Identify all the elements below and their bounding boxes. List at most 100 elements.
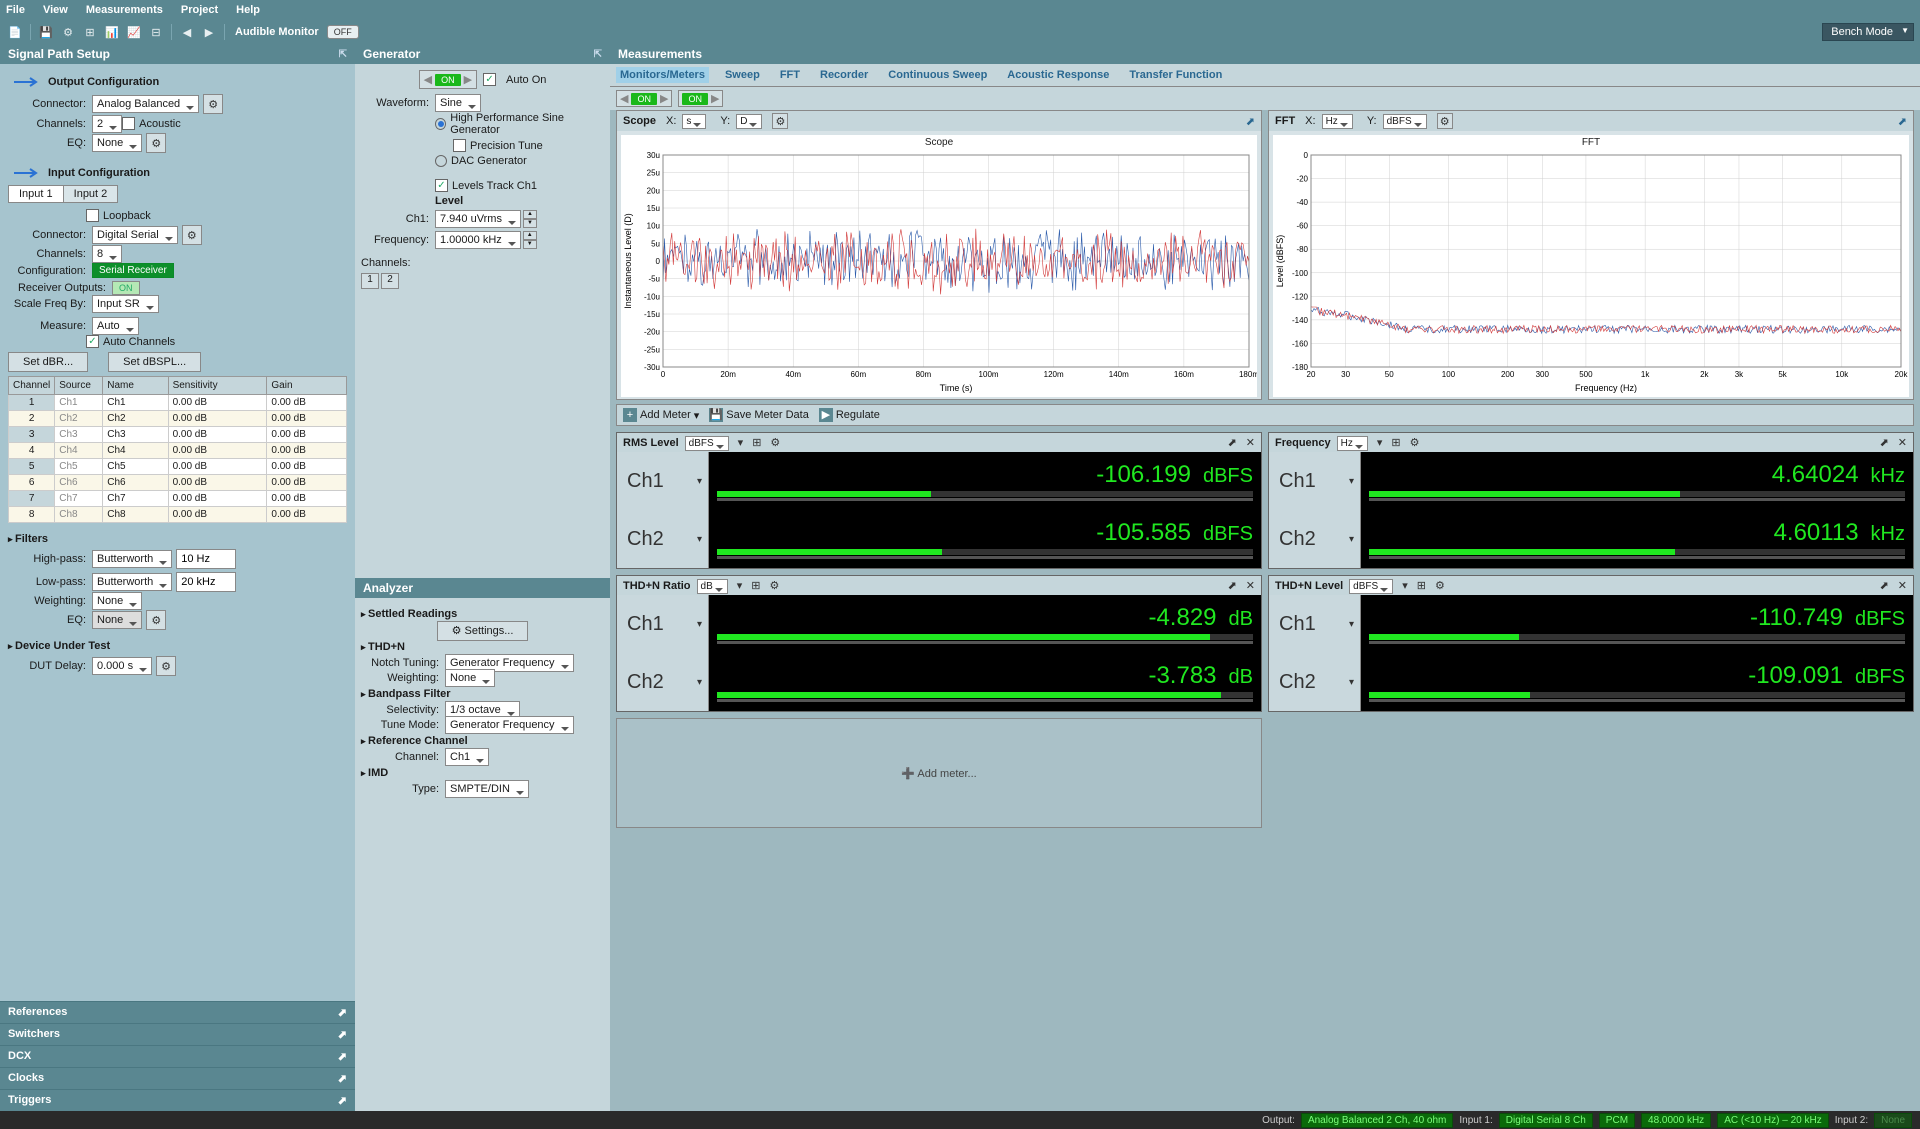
set-dbr-button[interactable]: Set dBR... [8, 352, 88, 372]
meter-unit-select[interactable]: dBFS [685, 436, 729, 451]
collapse-dcx[interactable]: DCX⬈ [0, 1045, 355, 1067]
scope-gear[interactable] [772, 113, 788, 129]
meter-close-icon[interactable]: ✕ [1898, 579, 1907, 592]
input1-tab[interactable]: Input 1 [8, 185, 64, 203]
scope-x-unit[interactable]: s [682, 114, 706, 129]
input2-tab[interactable]: Input 2 [63, 185, 119, 203]
fft-gear[interactable] [1437, 113, 1453, 129]
waveform-select[interactable]: Sine [435, 94, 481, 112]
meter-unit-select[interactable]: dB [697, 579, 728, 594]
tune-select[interactable]: Generator Frequency [445, 716, 574, 734]
bandpass-title[interactable]: Bandpass Filter [361, 688, 604, 700]
meter-grid-icon[interactable]: ⊞ [1417, 579, 1426, 592]
meter-ch-label[interactable]: Ch2 [1269, 510, 1361, 568]
meter-ch-label[interactable]: Ch1 [1269, 452, 1361, 510]
meter-gear-icon[interactable]: ⚙ [1410, 436, 1420, 449]
new-icon[interactable]: 📄 [6, 23, 24, 41]
settled-title[interactable]: Settled Readings [361, 608, 604, 620]
menu-file[interactable]: File [6, 4, 25, 16]
table-row[interactable]: 5Ch5Ch50.00 dB0.00 dB [9, 459, 347, 475]
menu-view[interactable]: View [43, 4, 68, 16]
meter-gear-icon[interactable]: ⚙ [770, 436, 780, 449]
input-channels-select[interactable]: 8 [92, 245, 122, 263]
dock-icon[interactable]: ⇱ [339, 49, 347, 60]
meter-gear-icon[interactable]: ⚙ [770, 579, 780, 592]
scope-chart[interactable]: 30u25u20u15u10u5u0-5u-10u-15u-20u-25u-30… [621, 150, 1257, 396]
lowpass-type-select[interactable]: Butterworth [92, 573, 172, 591]
hp-sine-radio[interactable] [435, 118, 446, 130]
filt-eq-gear[interactable] [146, 610, 166, 630]
meter-opt-icon[interactable]: ▾ [738, 436, 744, 449]
measure-select[interactable]: Auto [92, 317, 139, 335]
filters-title[interactable]: Filters [8, 533, 347, 545]
generator-on-button[interactable]: ◀ON▶ [419, 70, 477, 89]
meter-opt-icon[interactable]: ▾ [737, 579, 743, 592]
input-connector-gear[interactable] [182, 225, 202, 245]
output-eq-select[interactable]: None [92, 134, 142, 152]
meter-popout-icon[interactable]: ⬈ [1880, 436, 1889, 449]
meter-grid-icon[interactable]: ⊞ [752, 436, 761, 449]
table-row[interactable]: 6Ch6Ch60.00 dB0.00 dB [9, 475, 347, 491]
bench-mode-select[interactable]: Bench Mode [1822, 23, 1914, 41]
dock-icon[interactable]: ⇱ [594, 49, 602, 60]
meter-grid-icon[interactable]: ⊞ [1391, 436, 1400, 449]
collapse-triggers[interactable]: Triggers⬈ [0, 1089, 355, 1111]
graph-icon[interactable]: 📈 [125, 23, 143, 41]
config-value-badge[interactable]: Serial Receiver [92, 263, 174, 278]
table-row[interactable]: 3Ch3Ch30.00 dB0.00 dB [9, 427, 347, 443]
meas-tab-acoustic-response[interactable]: Acoustic Response [1003, 67, 1113, 83]
settings-button[interactable]: ⚙ Settings... [437, 621, 529, 641]
menu-measurements[interactable]: Measurements [86, 4, 163, 16]
output-eq-gear[interactable] [146, 133, 166, 153]
collapse-clocks[interactable]: Clocks⬈ [0, 1067, 355, 1089]
table-row[interactable]: 1Ch1Ch10.00 dB0.00 dB [9, 395, 347, 411]
meas-tab-monitors-meters[interactable]: Monitors/Meters [616, 67, 709, 83]
menu-help[interactable]: Help [236, 4, 260, 16]
meter-close-icon[interactable]: ✕ [1246, 579, 1255, 592]
audible-off-toggle[interactable]: OFF [327, 25, 359, 39]
input-connector-select[interactable]: Digital Serial [92, 226, 178, 244]
table-row[interactable]: 7Ch7Ch70.00 dB0.00 dB [9, 491, 347, 507]
fft-x-unit[interactable]: Hz [1322, 114, 1353, 129]
meas-tab-recorder[interactable]: Recorder [816, 67, 872, 83]
imd-title[interactable]: IMD [361, 767, 604, 779]
fft-popout-icon[interactable]: ⬈ [1898, 115, 1907, 128]
thdn-title[interactable]: THD+N [361, 641, 604, 653]
refch-title[interactable]: Reference Channel [361, 735, 604, 747]
acoustic-checkbox[interactable] [122, 117, 135, 130]
meter-gear-icon[interactable]: ⚙ [1435, 579, 1445, 592]
highpass-value-input[interactable] [176, 549, 236, 569]
meter-popout-icon[interactable]: ⬈ [1228, 579, 1237, 592]
meter-grid-icon[interactable]: ⊞ [751, 579, 760, 592]
scale-freq-select[interactable]: Input SR [92, 295, 159, 313]
filt-eq-select[interactable]: None [92, 611, 142, 629]
add-meter-zone[interactable]: ➕ Add meter... [616, 718, 1262, 828]
scope-popout-icon[interactable]: ⬈ [1246, 115, 1255, 128]
save-meter-button[interactable]: 💾Save Meter Data [709, 408, 809, 422]
dut-delay-input[interactable]: 0.000 s [92, 657, 152, 675]
meter-opt-icon[interactable]: ▾ [1377, 436, 1383, 449]
grid-icon[interactable]: ⊟ [147, 23, 165, 41]
levels-track-checkbox[interactable]: ✓ [435, 179, 448, 192]
gear-icon[interactable]: ⚙ [59, 23, 77, 41]
lowpass-value-input[interactable] [176, 572, 236, 592]
freq-spinner[interactable]: ▲▼ [523, 231, 537, 249]
meas-tab-fft[interactable]: FFT [776, 67, 804, 83]
meter-unit-select[interactable]: Hz [1337, 436, 1368, 451]
meas-tab-transfer-function[interactable]: Transfer Function [1125, 67, 1226, 83]
refch-select[interactable]: Ch1 [445, 748, 489, 766]
meter-ch-label[interactable]: Ch1 [1269, 595, 1361, 653]
save-icon[interactable]: 💾 [37, 23, 55, 41]
meter-ch-label[interactable]: Ch2 [617, 510, 709, 568]
table-row[interactable]: 2Ch2Ch20.00 dB0.00 dB [9, 411, 347, 427]
dut-delay-gear[interactable] [156, 656, 176, 676]
prev-icon[interactable]: ◀ [178, 23, 196, 41]
highpass-type-select[interactable]: Butterworth [92, 550, 172, 568]
output-connector-select[interactable]: Analog Balanced [92, 95, 199, 113]
auto-on-checkbox[interactable]: ✓ [483, 73, 496, 86]
gen-ch1-tab[interactable]: 1 [361, 273, 379, 289]
recv-outputs-toggle[interactable]: ON [112, 281, 140, 295]
regulate-button[interactable]: ▶Regulate [819, 408, 880, 422]
table-row[interactable]: 4Ch4Ch40.00 dB0.00 dB [9, 443, 347, 459]
meter-popout-icon[interactable]: ⬈ [1880, 579, 1889, 592]
